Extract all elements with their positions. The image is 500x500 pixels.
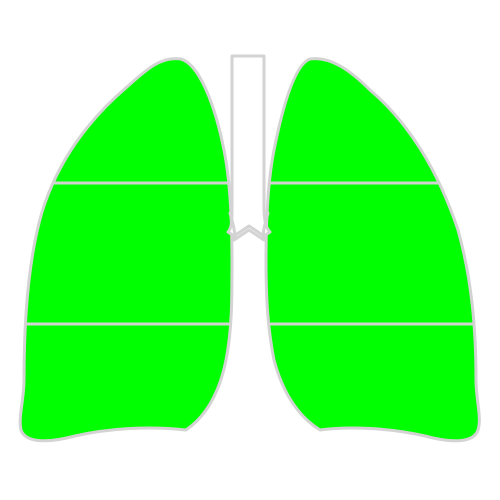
trachea	[226, 54, 272, 238]
trachea-bifurcation	[228, 211, 270, 242]
